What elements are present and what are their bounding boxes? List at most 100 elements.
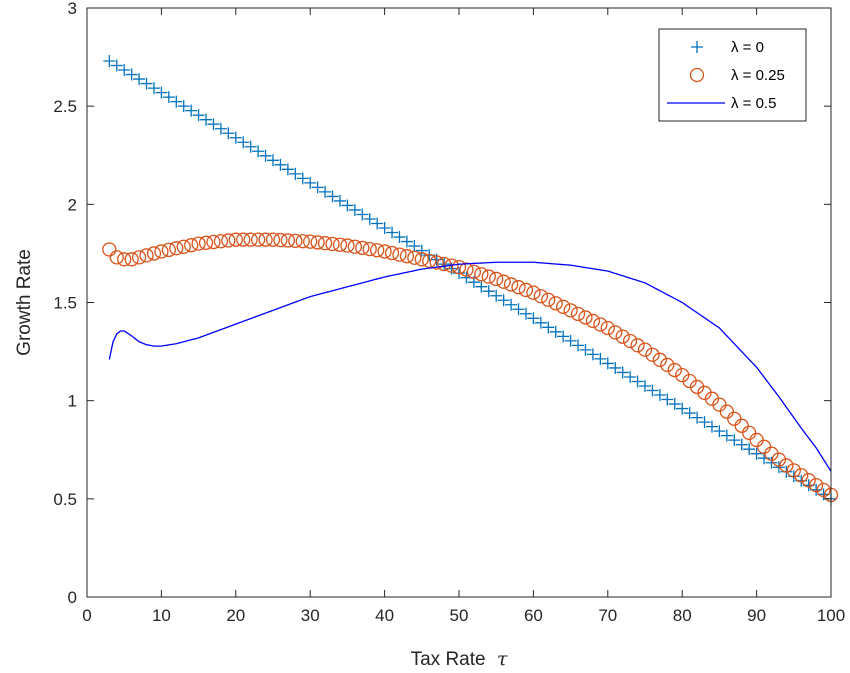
series-0-marker bbox=[267, 154, 279, 167]
series-0-marker bbox=[616, 366, 629, 379]
x-tick-label: 100 bbox=[817, 606, 845, 625]
series-1-marker bbox=[384, 245, 400, 261]
series-0-marker bbox=[326, 190, 339, 203]
series-0-marker bbox=[192, 109, 205, 122]
series-0-marker bbox=[333, 194, 346, 207]
series-0-marker bbox=[304, 176, 317, 189]
series-0-marker bbox=[408, 240, 421, 253]
series-0-marker bbox=[594, 352, 607, 365]
series-0-marker bbox=[490, 289, 503, 302]
series-0-marker bbox=[579, 343, 592, 356]
series-0-marker bbox=[289, 167, 302, 180]
series-1-marker bbox=[511, 280, 526, 295]
series-0-marker bbox=[438, 258, 451, 271]
series-0-marker bbox=[259, 149, 272, 162]
series-1-marker bbox=[459, 262, 474, 277]
x-tick-label: 70 bbox=[598, 606, 617, 625]
series-0-marker bbox=[572, 339, 585, 352]
y-tick-label: 2 bbox=[68, 195, 77, 214]
series-1-marker bbox=[451, 260, 467, 275]
series-0-marker bbox=[505, 298, 518, 311]
series-1-marker bbox=[355, 240, 370, 256]
x-tick-label: 60 bbox=[524, 606, 543, 625]
series-0-marker bbox=[348, 203, 361, 216]
series-2-line bbox=[108, 261, 832, 472]
series-0-marker bbox=[691, 411, 704, 424]
legend: λ = 0 λ = 0.25 λ = 0.5 bbox=[658, 28, 807, 122]
x-axis-label-symbol: τ bbox=[497, 648, 508, 670]
series-0-marker bbox=[653, 389, 666, 402]
y-axis-label: Growth Rate bbox=[14, 249, 35, 356]
series-1-marker bbox=[236, 232, 251, 247]
series-1-marker bbox=[131, 250, 147, 265]
series-1 bbox=[102, 232, 839, 503]
series-1-marker bbox=[362, 241, 377, 257]
legend-entry-label: λ = 0.5 bbox=[731, 95, 776, 112]
series-0-marker bbox=[237, 136, 250, 149]
series-0-marker bbox=[110, 59, 123, 72]
series-1-marker bbox=[570, 306, 586, 322]
series-1-marker bbox=[109, 250, 124, 265]
series-0-marker bbox=[252, 145, 265, 158]
series-1-marker bbox=[295, 234, 310, 249]
series-0-marker bbox=[162, 91, 175, 104]
series-0-marker bbox=[371, 217, 384, 230]
series-0-marker bbox=[705, 420, 718, 433]
x-tick-label: 30 bbox=[301, 606, 320, 625]
series-1-marker bbox=[526, 285, 541, 300]
x-tick-label: 0 bbox=[82, 606, 91, 625]
series-0-marker bbox=[720, 429, 733, 442]
series-0-marker bbox=[512, 303, 525, 316]
series-0-marker bbox=[400, 235, 413, 248]
series-1-marker bbox=[608, 325, 623, 340]
series-1-marker bbox=[273, 232, 288, 248]
legend-circle-marker bbox=[689, 67, 705, 83]
x-tick-label: 50 bbox=[450, 606, 469, 625]
series-0-marker bbox=[475, 280, 488, 293]
series-0-marker bbox=[118, 64, 131, 77]
series-1-marker bbox=[206, 234, 221, 250]
series-0-marker bbox=[549, 325, 562, 338]
series-1-marker bbox=[332, 237, 348, 252]
legend-entry-label: λ = 0.25 bbox=[731, 67, 785, 84]
series-0-marker bbox=[363, 212, 376, 225]
series-1-marker bbox=[392, 247, 407, 262]
x-axis-label: Tax Rate τ bbox=[411, 648, 508, 670]
series-1-marker bbox=[288, 233, 303, 249]
series-1-marker bbox=[548, 296, 563, 311]
series-1-marker bbox=[489, 271, 504, 287]
series-1-marker bbox=[578, 310, 593, 325]
series-0-marker bbox=[765, 456, 778, 469]
series-1-marker bbox=[794, 468, 809, 483]
series-1-marker bbox=[414, 252, 429, 267]
series-1-marker bbox=[585, 313, 601, 329]
series-1-marker bbox=[243, 232, 258, 247]
series-0-marker bbox=[281, 163, 294, 176]
series-0-marker bbox=[229, 131, 242, 144]
series-0-marker bbox=[311, 181, 324, 194]
series-1-marker bbox=[593, 317, 608, 332]
x-tick-label: 20 bbox=[226, 606, 245, 625]
series-1-marker bbox=[533, 289, 548, 304]
series-1-marker bbox=[496, 274, 511, 289]
series-1-marker bbox=[176, 239, 191, 254]
series-1-marker bbox=[250, 232, 266, 247]
series-1-marker bbox=[481, 269, 496, 284]
series-0-marker bbox=[170, 95, 183, 108]
series-1-marker bbox=[124, 252, 139, 267]
x-axis-label-text: Tax Rate bbox=[411, 649, 486, 670]
series-0-marker bbox=[683, 407, 696, 420]
series-1-marker bbox=[637, 342, 653, 357]
series-1-marker bbox=[645, 347, 660, 362]
series-1-marker bbox=[154, 244, 169, 259]
series-0-marker bbox=[415, 244, 428, 257]
series-0-marker bbox=[676, 402, 689, 415]
series-0-marker bbox=[609, 361, 622, 374]
series-0-marker bbox=[214, 122, 227, 135]
series-0-marker bbox=[274, 158, 287, 171]
series-0-marker bbox=[140, 77, 153, 90]
series-1-marker bbox=[436, 256, 452, 272]
series-1-marker bbox=[422, 253, 437, 269]
series-1-marker bbox=[600, 320, 615, 336]
